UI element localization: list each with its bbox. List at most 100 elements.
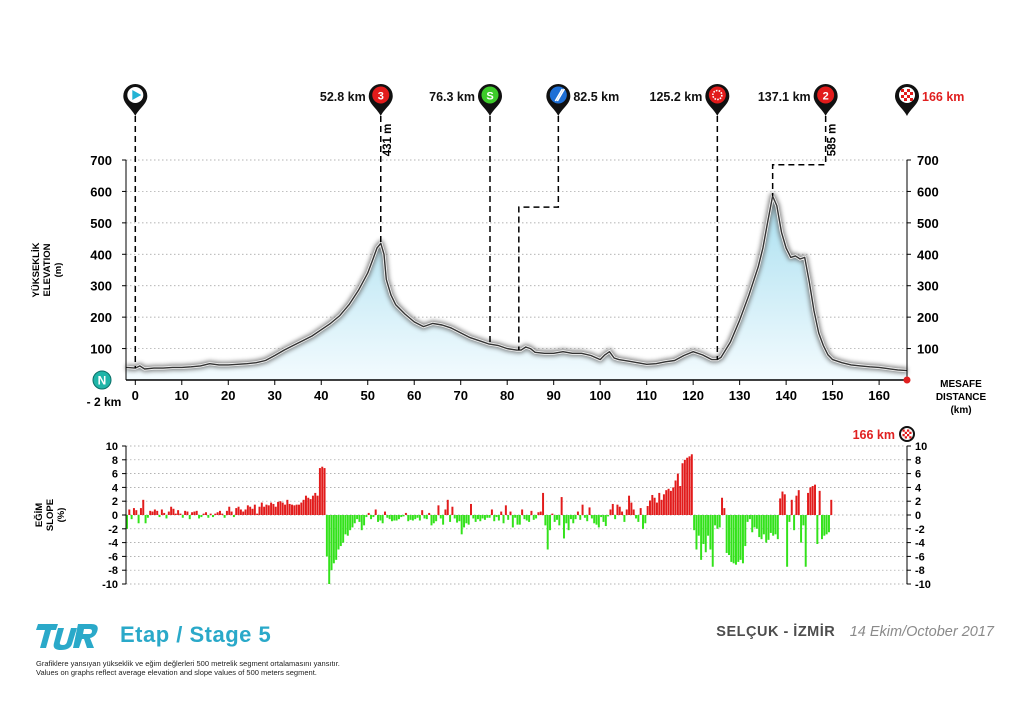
slope-bar [374,509,377,515]
elevation-line [125,195,908,372]
x-tick-label: 80 [500,388,514,403]
slope-bar [349,515,352,531]
slope-bar [428,512,431,515]
slope-bar [707,515,710,536]
slope-bar [814,484,816,515]
y-tick-label-left: 100 [90,342,112,357]
slope-bar [423,515,426,519]
slope-bar [202,513,205,515]
finish-flag-icon [901,89,904,92]
slope-bar [321,466,324,515]
slope-bar [741,515,744,564]
slope-bar [430,515,433,526]
slope-bar [516,515,519,525]
slope-bar [216,512,219,515]
slope-tick-label-right: -8 [915,565,925,577]
slope-bar [665,490,668,515]
slope-bar [676,473,679,515]
slope-bar [460,515,463,535]
slope-bar [753,515,756,528]
slope-bar [342,515,345,543]
slope-bar [465,515,468,524]
slope-bar [572,515,575,524]
slope-bar [328,515,331,584]
finish-flag-icon [902,429,905,432]
slope-bar [435,515,438,522]
slope-bar [237,506,240,515]
slope-bar [432,515,435,524]
slope-bar [711,515,714,567]
marker-km-label: 166 km [922,90,964,104]
slope-bar [149,510,152,515]
slope-bar [807,492,810,515]
slope-bar [569,515,572,520]
slope-bar [786,515,789,567]
feed-zone-icon [554,88,566,102]
slope-bar [734,515,737,565]
slope-bar [739,515,742,560]
slope-bar [567,515,570,531]
finish-flag-icon [907,434,910,437]
marker-4 [705,84,730,116]
slope-bar [537,512,540,515]
slope-bar [418,515,421,521]
slope-bar [595,515,598,525]
slope-bar [160,509,163,515]
marker-leader-lines [134,116,827,369]
slope-bar [751,515,754,533]
finish-flag-icon [907,429,910,432]
x-tick-label: 60 [407,388,421,403]
slope-bar [769,515,772,533]
slope-bar [693,515,696,531]
slope-bar [795,495,798,515]
ylabel-english: ELEVATION [42,243,53,296]
slope-bar [235,508,238,515]
slope-bar [500,511,503,515]
slope-bar [823,515,826,536]
slope-bar [483,515,486,520]
slope-bar [818,490,821,515]
slope-bar [611,503,614,515]
slope-tick-label-left: 6 [112,469,118,481]
slope-bar [604,515,607,527]
slope-bar [230,511,233,515]
slope-tick-label-left: -8 [108,565,118,577]
slope-bar [400,515,403,518]
slope-tick-label-right: -4 [915,538,926,550]
slope-bar [732,515,735,564]
x-tick-label: 130 [729,388,751,403]
slope-bar [581,504,584,515]
slope-bar [184,510,187,515]
slope-bar [304,495,307,515]
slope-bar [316,495,319,515]
slope-bar [688,456,691,515]
slope-axes: -10 -10-8 -8-6 -6-4 -4-2 -20 02 24 46 68 810 10EĞİM… [33,426,931,591]
slope-bar [153,509,156,515]
slope-bar [744,515,747,547]
slope-bar [804,515,807,567]
slope-bar [562,515,565,539]
slope-bar [302,499,305,515]
slope-bar [683,459,686,515]
slope-bar [346,515,349,536]
slope-bar [488,515,491,518]
slope-bar [300,502,303,515]
slope-tick-label-left: 4 [112,482,119,494]
route-label: SELÇUK - İZMİR [716,624,836,640]
slope-bar [318,468,321,515]
slope-bar [681,463,684,515]
slope-bar [214,513,217,515]
slope-bar [655,502,658,515]
y-tick-label-left: 300 [90,279,112,294]
slope-bar [704,515,707,553]
slope-bar [339,515,342,547]
slope-bar [821,515,823,540]
slope-bar [249,506,252,515]
altitude-label: 431 m [382,124,394,157]
x-tick-label: 70 [453,388,467,403]
slope-bar [463,515,466,528]
slope-bar [402,515,405,517]
slope-bar [251,508,254,515]
slope-tick-label-right: -6 [915,551,925,563]
